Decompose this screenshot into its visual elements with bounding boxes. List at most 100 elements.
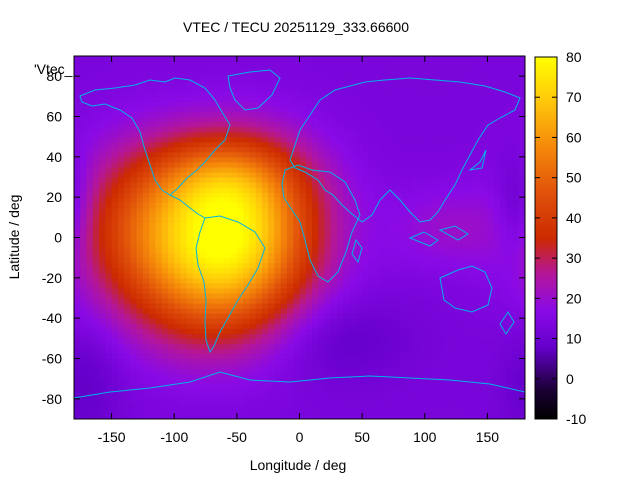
heatmap-cell <box>343 358 351 365</box>
heatmap-cell <box>293 202 301 208</box>
heatmap-cell <box>80 267 88 274</box>
heatmap-cell <box>167 101 175 108</box>
heatmap-cell <box>199 277 207 284</box>
heatmap-cell <box>161 303 169 309</box>
heatmap-cell <box>205 126 213 133</box>
heatmap-cell <box>431 146 438 153</box>
heatmap-cell <box>80 287 88 294</box>
heatmap-cell <box>337 383 344 390</box>
heatmap-cell <box>487 126 495 133</box>
heatmap-cell <box>462 333 470 339</box>
heatmap-cell <box>142 56 150 62</box>
heatmap-cell <box>405 101 413 108</box>
heatmap-cell <box>474 96 482 102</box>
heatmap-cell <box>236 267 244 274</box>
heatmap-cell <box>368 71 376 77</box>
heatmap-cell <box>431 398 438 405</box>
heatmap-cell <box>149 262 157 269</box>
heatmap-cell <box>368 393 376 400</box>
heatmap-cell <box>149 282 157 289</box>
heatmap-cell <box>261 187 269 193</box>
heatmap-cell <box>117 76 125 82</box>
heatmap-cell <box>236 232 244 239</box>
heatmap-cell <box>412 323 420 329</box>
heatmap-cell <box>337 111 344 118</box>
heatmap-cell <box>74 313 81 319</box>
heatmap-cell <box>343 222 351 229</box>
heatmap-cell <box>142 323 150 329</box>
heatmap-cell <box>274 282 282 289</box>
heatmap-cell <box>130 328 138 334</box>
heatmap-cell <box>462 398 470 405</box>
heatmap-cell <box>142 358 150 365</box>
heatmap-cell <box>86 247 94 254</box>
heatmap-cell <box>362 161 369 168</box>
heatmap-cell <box>124 237 131 244</box>
heatmap-cell <box>424 348 432 355</box>
heatmap-cell <box>424 192 432 198</box>
heatmap-cell <box>249 343 257 350</box>
heatmap-cell <box>362 131 369 138</box>
heatmap-cell <box>456 408 463 415</box>
heatmap-cell <box>230 287 238 294</box>
heatmap-cell <box>387 66 395 72</box>
heatmap-cell <box>293 393 301 400</box>
heatmap-cell <box>180 378 188 385</box>
heatmap-cell <box>199 237 207 244</box>
heatmap-cell <box>255 292 263 299</box>
heatmap-cell <box>167 207 175 213</box>
heatmap-cell <box>99 408 106 415</box>
heatmap-cell <box>368 111 376 118</box>
heatmap-cell <box>324 207 332 213</box>
heatmap-cell <box>186 192 194 198</box>
heatmap-cell <box>474 323 482 329</box>
heatmap-cell <box>130 358 138 365</box>
heatmap-cell <box>86 91 94 97</box>
heatmap-cell <box>205 282 213 289</box>
heatmap-cell <box>456 217 463 223</box>
heatmap-cell <box>449 398 457 405</box>
heatmap-cell <box>337 257 344 264</box>
heatmap-cell <box>431 111 438 118</box>
heatmap-cell <box>368 323 376 329</box>
heatmap-cell <box>268 368 276 375</box>
heatmap-cell <box>117 272 125 279</box>
heatmap-cell <box>236 257 244 264</box>
heatmap-cell <box>117 358 125 365</box>
heatmap-cell <box>255 277 263 284</box>
heatmap-cell <box>330 111 338 118</box>
heatmap-cell <box>186 96 194 102</box>
heatmap-cell <box>92 182 100 188</box>
heatmap-cell <box>261 131 269 138</box>
heatmap-cell <box>80 192 88 198</box>
heatmap-cell <box>130 131 138 138</box>
heatmap-cell <box>174 343 182 350</box>
heatmap-cell <box>349 292 357 299</box>
heatmap-cell <box>437 328 445 334</box>
heatmap-cell <box>399 308 407 314</box>
heatmap-cell <box>117 318 125 324</box>
heatmap-cell <box>286 161 294 168</box>
heatmap-cell <box>393 126 401 133</box>
heatmap-cell <box>481 61 489 67</box>
heatmap-cell <box>481 353 489 360</box>
heatmap-cell <box>387 338 395 344</box>
heatmap-cell <box>468 177 476 183</box>
heatmap-cell <box>130 247 138 254</box>
heatmap-cell <box>399 348 407 355</box>
heatmap-cell <box>368 408 376 415</box>
heatmap-cell <box>443 237 451 244</box>
heatmap-cell <box>443 313 451 319</box>
heatmap-cell <box>324 413 332 419</box>
heatmap-cell <box>86 308 94 314</box>
heatmap-cell <box>437 101 445 108</box>
heatmap-cell <box>405 81 413 87</box>
heatmap-cell <box>456 373 463 380</box>
heatmap-cell <box>393 358 401 365</box>
heatmap-cell <box>412 116 420 123</box>
heatmap-cell <box>374 156 382 163</box>
heatmap-cell <box>205 298 213 304</box>
heatmap-cell <box>312 298 319 304</box>
heatmap-cell <box>117 287 125 294</box>
heatmap-cell <box>456 282 463 289</box>
